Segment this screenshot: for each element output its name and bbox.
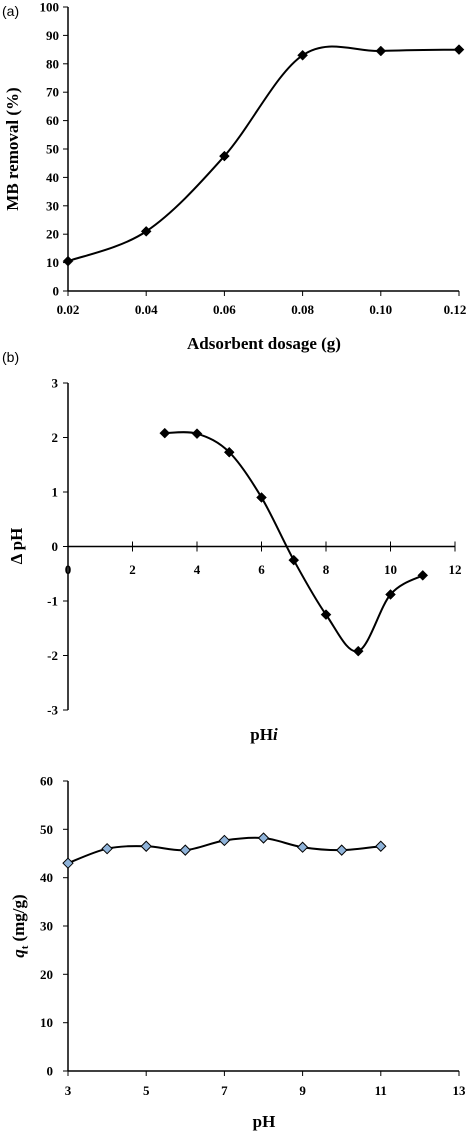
chart-b-xtick-label: 6 <box>258 562 265 577</box>
chart-a-data-point <box>375 45 387 57</box>
chart-c-ytick-label: 40 <box>40 870 53 885</box>
chart-b-panel-label: (b) <box>2 349 19 365</box>
chart-c-ytick-label: 30 <box>40 919 53 934</box>
chart-b-ytick-label: 0 <box>52 539 59 554</box>
chart-b-x-label-main: pH <box>250 725 273 744</box>
chart-b-data-point <box>385 589 396 600</box>
chart-c-xtick-label: 9 <box>299 1083 306 1098</box>
chart-a-y-label: MB removal (%) <box>3 87 22 210</box>
chart-a-xtick-label: 0.08 <box>291 302 314 317</box>
chart-c-xtick-label: 11 <box>375 1083 387 1098</box>
chart-c-data-point <box>218 834 231 847</box>
chart-b-ytick-label: 1 <box>52 485 59 500</box>
chart-c-data-point <box>62 857 74 869</box>
chart-b-x-label: pHi <box>250 725 278 744</box>
chart-b-data-point <box>352 645 364 657</box>
chart-a-plot-area <box>62 44 465 267</box>
chart-c-ytick-label: 10 <box>40 1015 53 1030</box>
chart-a-xtick-label: 0.06 <box>213 302 236 317</box>
chart-a-ytick-label: 10 <box>46 255 59 270</box>
chart-a-ytick-label: 80 <box>46 56 59 71</box>
chart-c-data-point <box>179 844 192 856</box>
chart-b-x-label-italic: i <box>273 725 278 744</box>
chart-c: 0 10 20 30 40 50 60 3 5 7 9 11 13 <box>9 774 466 1132</box>
chart-a-xtick-label: 0.02 <box>57 302 80 317</box>
chart-a-panel-label: (a) <box>2 3 19 19</box>
chart-b-ytick-label: 2 <box>52 430 59 445</box>
chart-a-data-point <box>453 44 465 55</box>
chart-b-data-point <box>288 554 300 566</box>
chart-b-y-ticks: -3 -2 -1 0 1 2 3 <box>47 376 68 718</box>
chart-b-data-point <box>417 570 429 581</box>
chart-c-y-label-sub: t <box>19 945 31 949</box>
chart-c-y-ticks: 0 10 20 30 40 50 60 <box>40 774 68 1079</box>
chart-b-xtick-label: 8 <box>323 562 330 577</box>
chart-b-data-point <box>320 609 332 620</box>
chart-a-ytick-label: 40 <box>46 170 59 185</box>
chart-c-y-label: qt (mg/g) <box>9 894 31 957</box>
chart-c-y-label-unit: (mg/g) <box>9 894 28 941</box>
chart-a-ytick-label: 20 <box>46 227 59 242</box>
chart-b-xtick-label: 2 <box>129 562 136 577</box>
chart-a-data-point <box>297 49 308 61</box>
chart-a-ytick-label: 90 <box>46 28 59 43</box>
chart-b: (b) -3 -2 -1 0 1 2 3 0 2 4 <box>2 349 462 744</box>
chart-c-data-point <box>101 842 113 855</box>
chart-c-ytick-label: 0 <box>47 1064 54 1079</box>
chart-a-ytick-label: 100 <box>40 0 60 15</box>
chart-c-data-point <box>257 832 270 844</box>
chart-a-series-line <box>67 45 460 263</box>
chart-c-plot-area <box>62 832 387 869</box>
chart-b-xtick-label: 4 <box>194 562 201 577</box>
chart-c-x-ticks: 3 5 7 9 11 13 <box>65 1071 466 1098</box>
chart-b-series-line <box>164 431 424 653</box>
chart-b-x-ticks: 0 2 4 6 8 10 12 <box>65 541 462 577</box>
chart-b-xtick-label: 10 <box>384 562 397 577</box>
chart-c-axes <box>67 781 459 1072</box>
chart-b-ytick-label: -1 <box>47 594 58 609</box>
chart-b-plot-area <box>159 427 429 657</box>
chart-b-ytick-label: 3 <box>52 376 59 391</box>
chart-b-xtick-label: 12 <box>449 562 462 577</box>
chart-c-data-point <box>140 840 152 852</box>
chart-c-data-point <box>296 841 309 853</box>
chart-a: (a) 0 10 20 30 40 50 60 70 80 90 <box>2 0 466 353</box>
chart-c-x-label: pH <box>253 1112 276 1131</box>
chart-a-data-point <box>62 255 74 267</box>
chart-c-ytick-label: 50 <box>40 822 53 837</box>
chart-b-ytick-label: -3 <box>47 703 58 718</box>
chart-b-data-point <box>256 492 267 503</box>
chart-b-y-label: Δ pH <box>7 528 26 565</box>
chart-b-data-point <box>191 428 203 440</box>
chart-a-xtick-label: 0.12 <box>444 302 467 317</box>
chart-c-ytick-label: 20 <box>40 967 53 982</box>
chart-c-xtick-label: 3 <box>65 1083 72 1098</box>
chart-a-ytick-label: 30 <box>46 198 59 213</box>
chart-a-x-label: Adsorbent dosage (g) <box>187 334 341 353</box>
chart-b-ytick-label: -2 <box>47 648 58 663</box>
chart-c-xtick-label: 13 <box>453 1083 467 1098</box>
chart-c-y-label-main: q <box>9 949 28 958</box>
chart-b-data-point <box>159 427 171 439</box>
chart-c-xtick-label: 7 <box>221 1083 228 1098</box>
chart-a-ytick-label: 70 <box>46 85 59 100</box>
chart-a-x-ticks: 0.02 0.04 0.06 0.08 0.10 0.12 <box>57 291 467 317</box>
chart-b-xtick-label: 0 <box>65 562 72 577</box>
chart-c-xtick-label: 5 <box>143 1083 150 1098</box>
chart-a-xtick-label: 0.10 <box>369 302 392 317</box>
chart-c-data-point <box>335 844 348 856</box>
chart-c-data-point <box>375 840 387 852</box>
chart-a-data-point <box>219 150 230 162</box>
chart-a-ytick-label: 60 <box>46 113 59 128</box>
chart-b-data-point <box>223 446 235 458</box>
chart-a-ytick-label: 0 <box>53 284 60 299</box>
chart-a-xtick-label: 0.04 <box>135 302 158 317</box>
chart-a-y-ticks: 0 10 20 30 40 50 60 70 80 90 100 <box>40 0 68 299</box>
chart-c-ytick-label: 60 <box>40 774 53 789</box>
chart-a-data-point <box>140 226 152 237</box>
chart-a-ytick-label: 50 <box>46 142 59 157</box>
